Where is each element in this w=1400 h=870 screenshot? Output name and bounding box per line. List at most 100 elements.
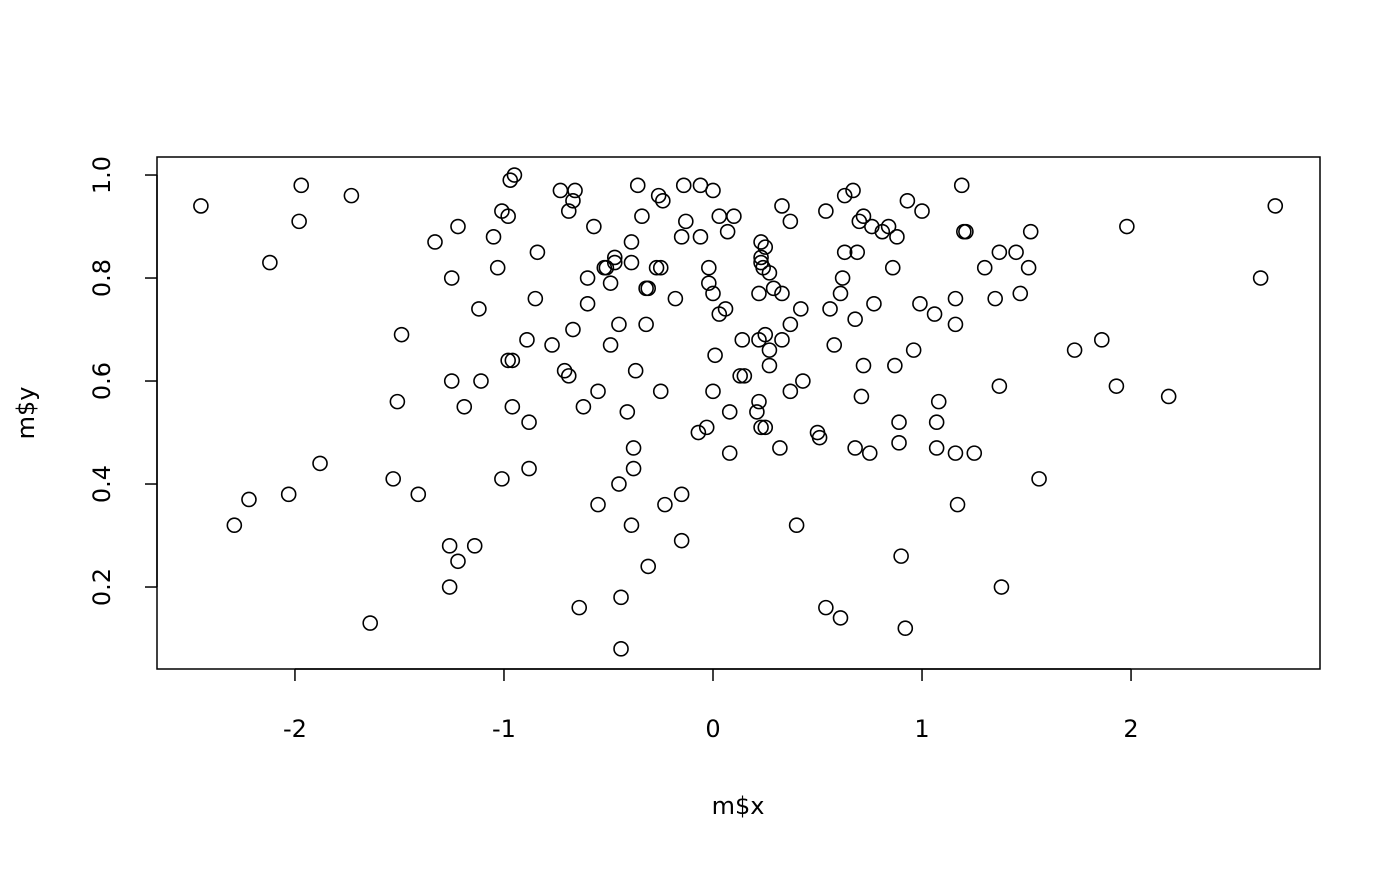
point xyxy=(947,445,964,461)
point xyxy=(826,337,843,353)
point xyxy=(930,393,947,410)
point xyxy=(847,311,863,328)
point xyxy=(427,234,443,250)
point xyxy=(293,177,310,194)
point xyxy=(701,259,717,276)
point xyxy=(640,558,657,575)
point xyxy=(774,332,790,348)
point xyxy=(861,445,878,461)
point xyxy=(1066,342,1083,358)
point xyxy=(991,244,1008,261)
y-tick-label: 0.2 xyxy=(88,568,116,606)
point xyxy=(500,208,516,225)
point xyxy=(792,301,809,317)
point xyxy=(1008,244,1024,261)
point xyxy=(811,429,828,446)
point xyxy=(280,486,297,503)
point xyxy=(560,368,577,384)
point xyxy=(389,393,406,410)
point xyxy=(241,491,257,508)
point xyxy=(891,414,907,431)
point xyxy=(393,326,410,343)
point xyxy=(834,270,851,286)
point xyxy=(958,223,974,240)
point xyxy=(736,368,753,384)
point xyxy=(757,326,774,343)
x-tick-label: -1 xyxy=(492,715,516,743)
point xyxy=(757,419,774,436)
point xyxy=(855,357,872,374)
point xyxy=(707,347,723,364)
point xyxy=(571,599,588,616)
point xyxy=(527,290,544,307)
point xyxy=(556,362,573,379)
point xyxy=(567,182,583,199)
point xyxy=(1031,471,1047,487)
point xyxy=(705,182,721,199)
point xyxy=(575,398,592,415)
point xyxy=(705,383,721,400)
point xyxy=(678,213,694,230)
point xyxy=(648,259,665,276)
point xyxy=(847,440,863,456)
point xyxy=(494,471,510,487)
point xyxy=(874,223,891,240)
point xyxy=(1012,285,1029,302)
y-tick-label: 0.4 xyxy=(88,465,116,503)
point xyxy=(623,517,640,534)
point xyxy=(765,280,782,297)
point xyxy=(193,198,209,214)
point xyxy=(500,352,516,369)
x-tick-label: 2 xyxy=(1123,715,1138,743)
point xyxy=(504,352,521,369)
point xyxy=(673,532,690,549)
point xyxy=(602,337,619,353)
point xyxy=(836,187,853,204)
point xyxy=(667,290,684,307)
point xyxy=(818,203,834,219)
point xyxy=(226,517,243,534)
point xyxy=(623,234,640,250)
point xyxy=(519,332,535,348)
point xyxy=(655,192,671,209)
point xyxy=(832,610,849,626)
point xyxy=(312,455,328,472)
point xyxy=(638,280,654,297)
point xyxy=(822,301,838,317)
point xyxy=(864,218,880,235)
point xyxy=(485,229,502,245)
point xyxy=(441,538,458,554)
point xyxy=(473,373,489,389)
point xyxy=(795,373,811,389)
point xyxy=(652,259,669,276)
point xyxy=(926,306,943,322)
point xyxy=(782,316,799,333)
point xyxy=(521,460,537,477)
point xyxy=(949,496,966,513)
point xyxy=(579,270,596,286)
point xyxy=(506,167,523,183)
point xyxy=(521,414,537,431)
point xyxy=(705,285,721,302)
point xyxy=(701,275,717,291)
point xyxy=(1119,218,1135,235)
x-tick-label: 0 xyxy=(705,715,720,743)
point xyxy=(1160,388,1177,405)
point xyxy=(606,249,623,266)
point xyxy=(947,316,964,333)
point xyxy=(947,290,964,307)
point xyxy=(1093,332,1110,348)
point xyxy=(953,177,970,194)
x-axis-title: m$x xyxy=(712,792,765,820)
point xyxy=(443,373,460,389)
point xyxy=(993,579,1010,595)
point xyxy=(613,589,629,606)
point xyxy=(634,208,650,225)
point xyxy=(845,182,861,199)
point xyxy=(757,239,774,255)
point xyxy=(1108,378,1125,394)
y-tick-label: 0.6 xyxy=(88,362,116,400)
point xyxy=(489,259,506,276)
point xyxy=(675,177,692,194)
point xyxy=(774,198,790,214)
